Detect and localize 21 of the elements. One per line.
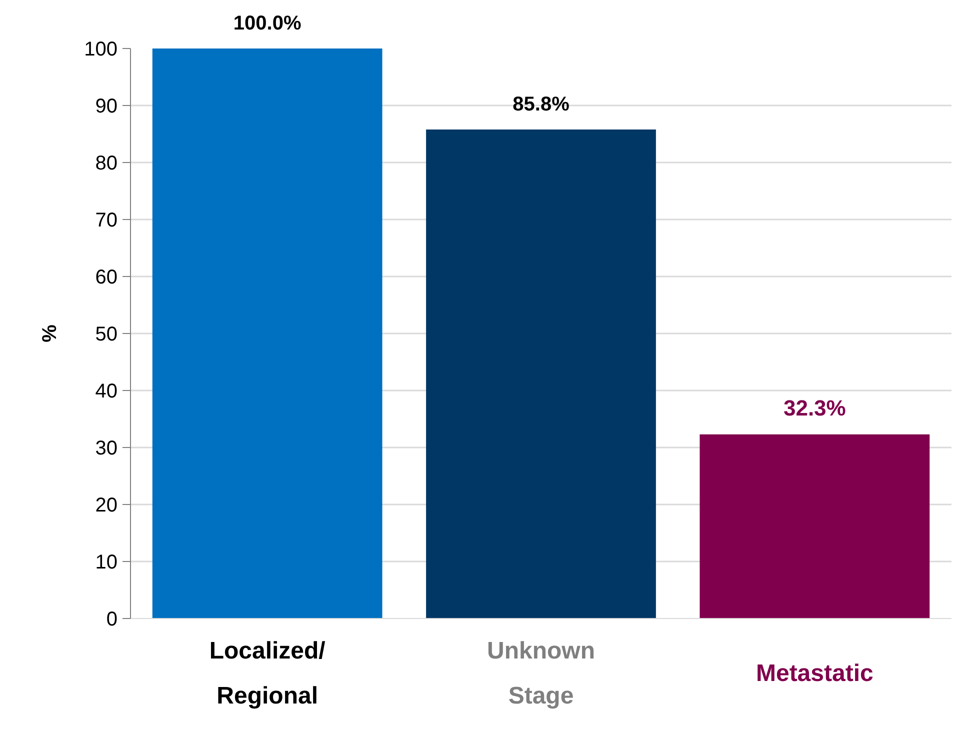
x-tick-label: Localized/ Regional — [209, 638, 326, 710]
y-tick-label: 60 — [95, 266, 118, 288]
y-tick-label: 70 — [95, 210, 118, 232]
y-tick-label: 50 — [95, 324, 118, 346]
x-tick-label: Metastatic — [756, 660, 874, 687]
y-tick-label: 20 — [95, 494, 118, 516]
y-tick-label: 30 — [95, 438, 118, 460]
bar — [152, 48, 382, 618]
bar — [700, 434, 930, 618]
data-label: 85.8% — [512, 93, 570, 116]
bar — [426, 129, 656, 618]
y-tick-label: 40 — [95, 380, 118, 402]
data-label: 100.0% — [233, 12, 302, 34]
y-tick-label: 0 — [106, 608, 118, 630]
y-tick-label: 100 — [84, 38, 118, 60]
y-axis-title: % — [39, 324, 62, 342]
y-tick-label: 10 — [95, 552, 118, 574]
y-tick-label: 90 — [95, 96, 118, 118]
x-tick-label: Unknown Stage — [487, 638, 596, 710]
data-label: 32.3% — [783, 395, 846, 420]
y-tick-label: 80 — [95, 152, 118, 174]
